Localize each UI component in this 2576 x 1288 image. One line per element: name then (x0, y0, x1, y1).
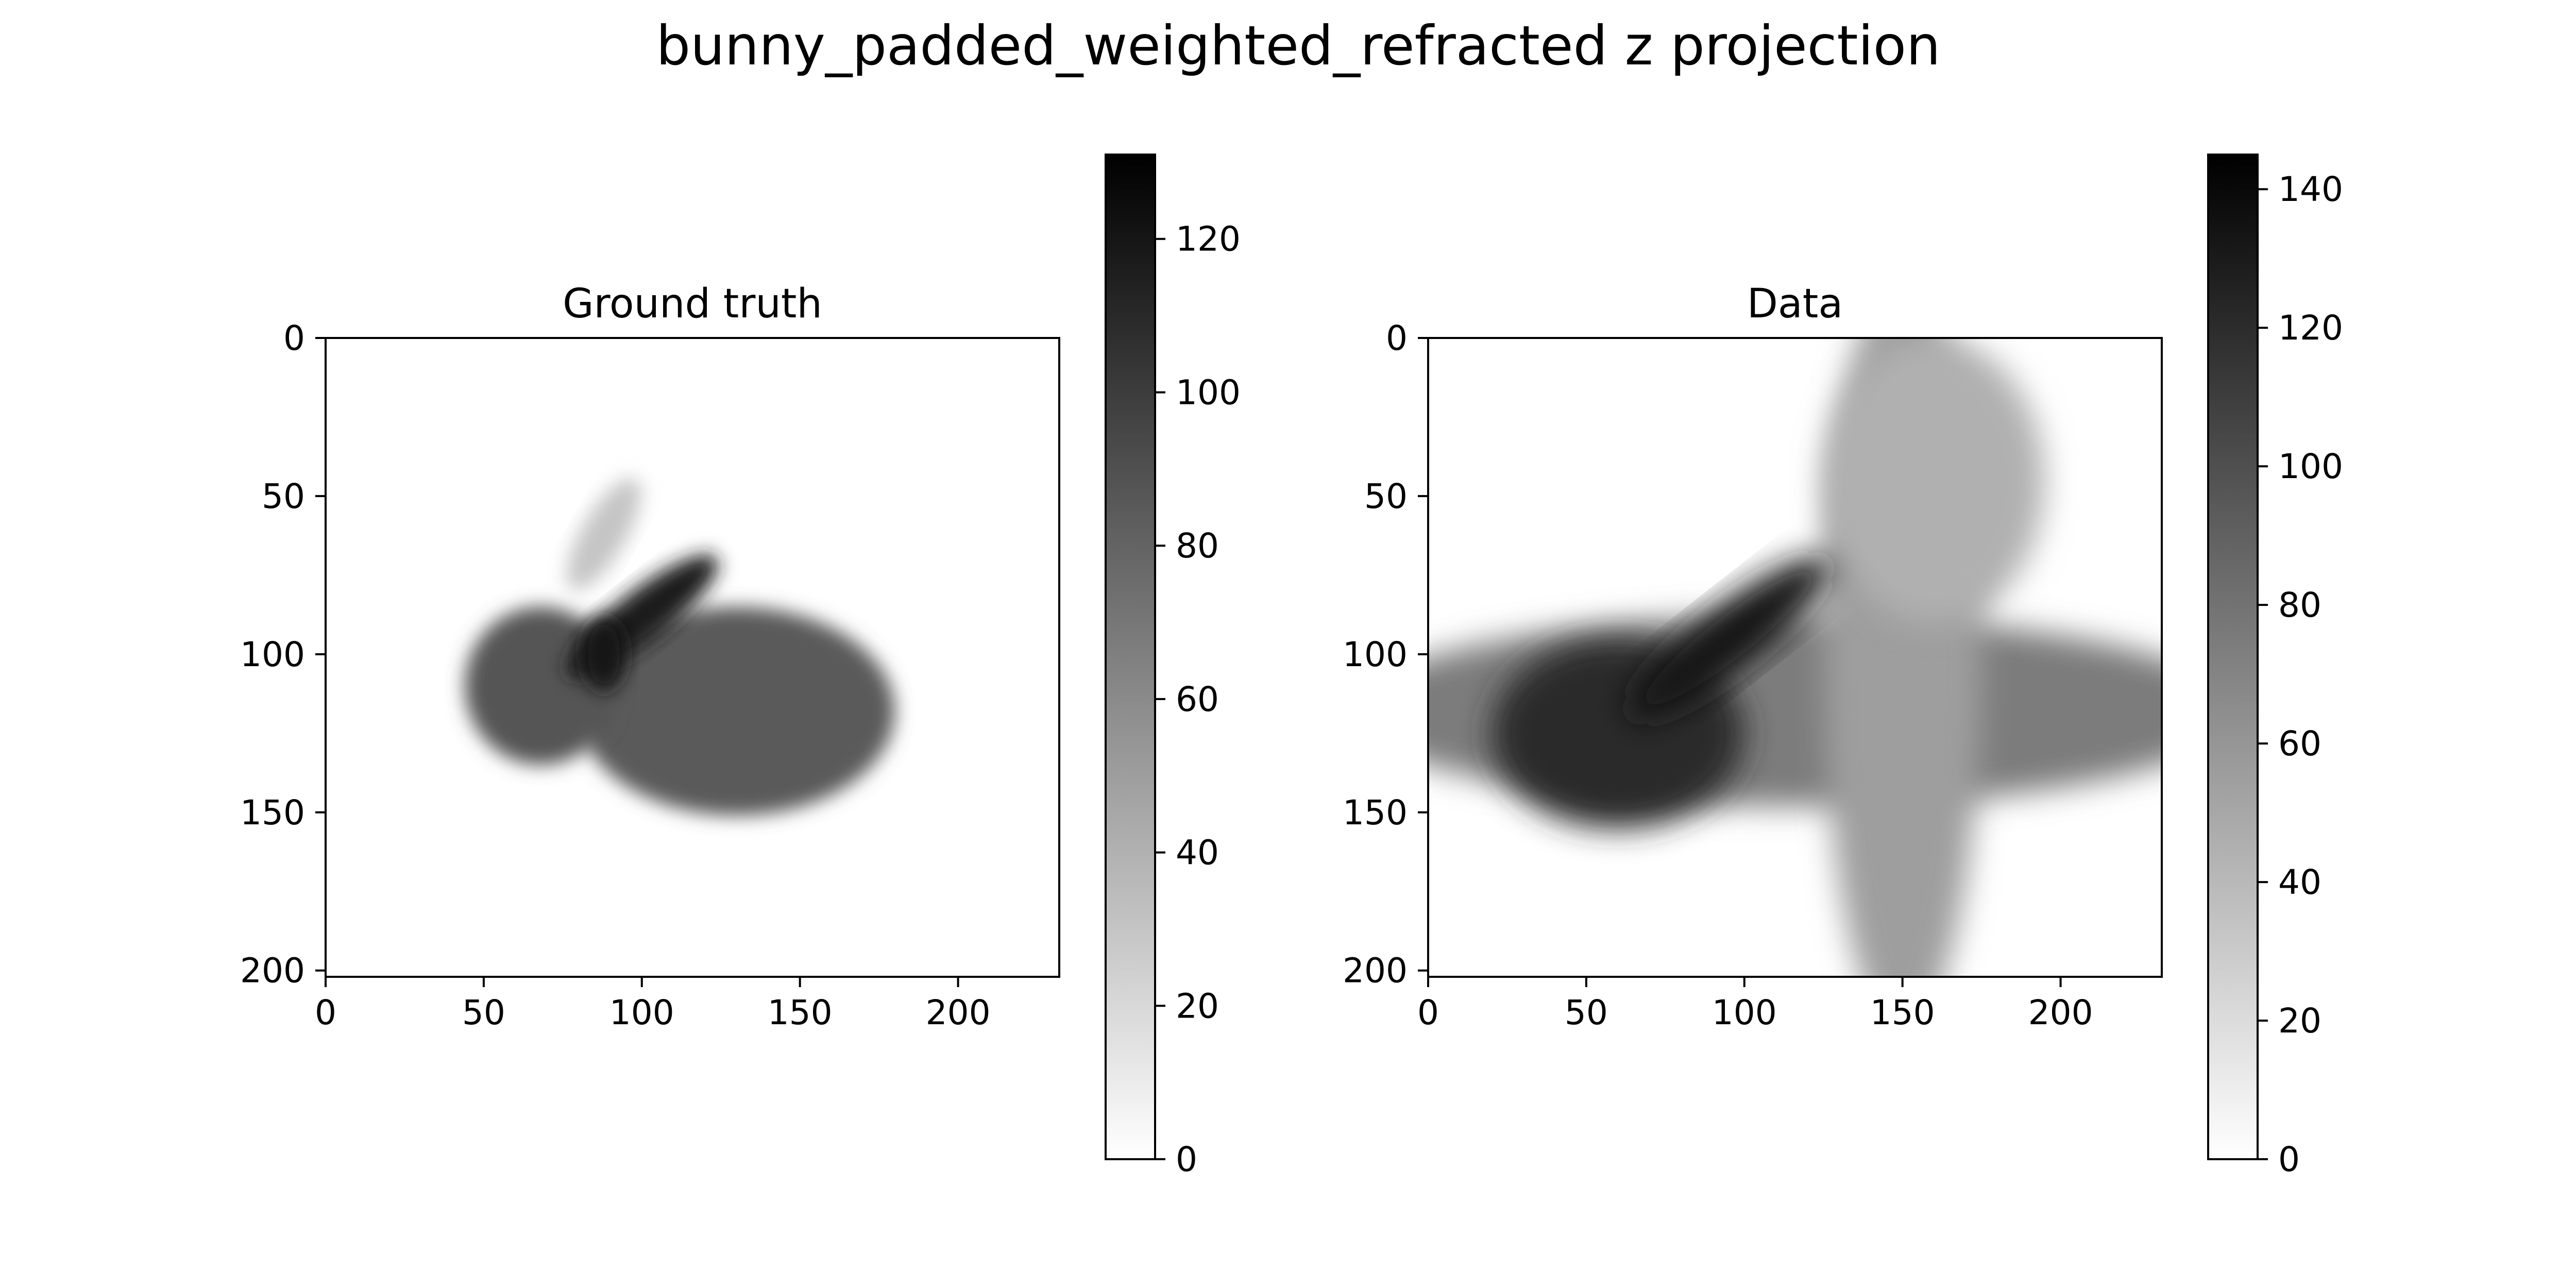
heatmap-dark-streak (1626, 556, 1831, 720)
colorbar-tick-label: 0 (2278, 1140, 2300, 1179)
subplot-title: Ground truth (563, 281, 822, 327)
subplot-title: Data (1747, 281, 1843, 327)
y-tick-label: 200 (240, 951, 305, 991)
heatmap-upper-lobe (1823, 338, 2045, 623)
y-tick-label: 0 (283, 318, 305, 358)
x-tick-label: 0 (315, 993, 336, 1032)
colorbar (2207, 154, 2259, 1160)
x-tick-label: 200 (926, 993, 991, 1032)
heatmap-ear-back (567, 478, 641, 590)
colorbar-tick-label: 40 (2278, 862, 2321, 902)
y-tick-label: 0 (1386, 318, 1408, 358)
figure-title: bunny_padded_weighted_refracted z projec… (656, 14, 1940, 77)
colorbar-tick-label: 20 (1176, 986, 1219, 1026)
colorbar-tick-label: 80 (1176, 526, 1219, 566)
x-tick-label: 100 (609, 993, 674, 1032)
x-tick-label: 50 (1565, 993, 1608, 1032)
colorbar-tick-label: 40 (1176, 833, 1219, 873)
y-tick-label: 150 (240, 793, 305, 833)
colorbar-tick-label: 120 (2278, 308, 2343, 348)
x-tick-label: 0 (1417, 993, 1439, 1032)
x-tick-label: 200 (2028, 993, 2093, 1032)
axes-frame (1427, 337, 2163, 978)
y-tick-label: 150 (1343, 793, 1408, 833)
y-tick-label: 100 (240, 635, 305, 674)
colorbar-tick-label: 60 (1176, 680, 1219, 719)
y-tick-label: 100 (1343, 635, 1408, 674)
colorbar-tick-label: 80 (2278, 585, 2321, 625)
x-tick-label: 150 (768, 993, 833, 1032)
x-tick-label: 50 (462, 993, 505, 1032)
subplot-1: Ground truth 0 50 100 150 200 0 50 100 150 200 0 20 4… (240, 154, 1241, 1179)
axes-frame (325, 337, 1060, 978)
colorbar-tick-label: 140 (2278, 170, 2343, 209)
heatmap-eye-shadow (582, 616, 626, 692)
x-tick-label: 100 (1712, 993, 1777, 1032)
heatmap-image (1428, 338, 2162, 977)
heatmap-horizontal-band (1428, 616, 2162, 806)
y-tick-label: 200 (1343, 951, 1408, 991)
colorbar-tick-label: 120 (1176, 219, 1241, 259)
colorbar-tick-label: 0 (1176, 1140, 1197, 1179)
colorbar-tick-label: 20 (2278, 1001, 2321, 1041)
y-tick-label: 50 (262, 477, 305, 516)
colorbar-tick-label: 100 (2278, 447, 2343, 486)
heatmap-body (579, 606, 895, 816)
y-tick-label: 50 (1364, 477, 1408, 516)
colorbar-tick-label: 100 (1176, 372, 1241, 412)
colorbar-tick-label: 60 (2278, 724, 2321, 764)
colorbar (1105, 154, 1156, 1160)
x-tick-label: 150 (1870, 993, 1935, 1032)
heatmap-image (465, 478, 895, 816)
